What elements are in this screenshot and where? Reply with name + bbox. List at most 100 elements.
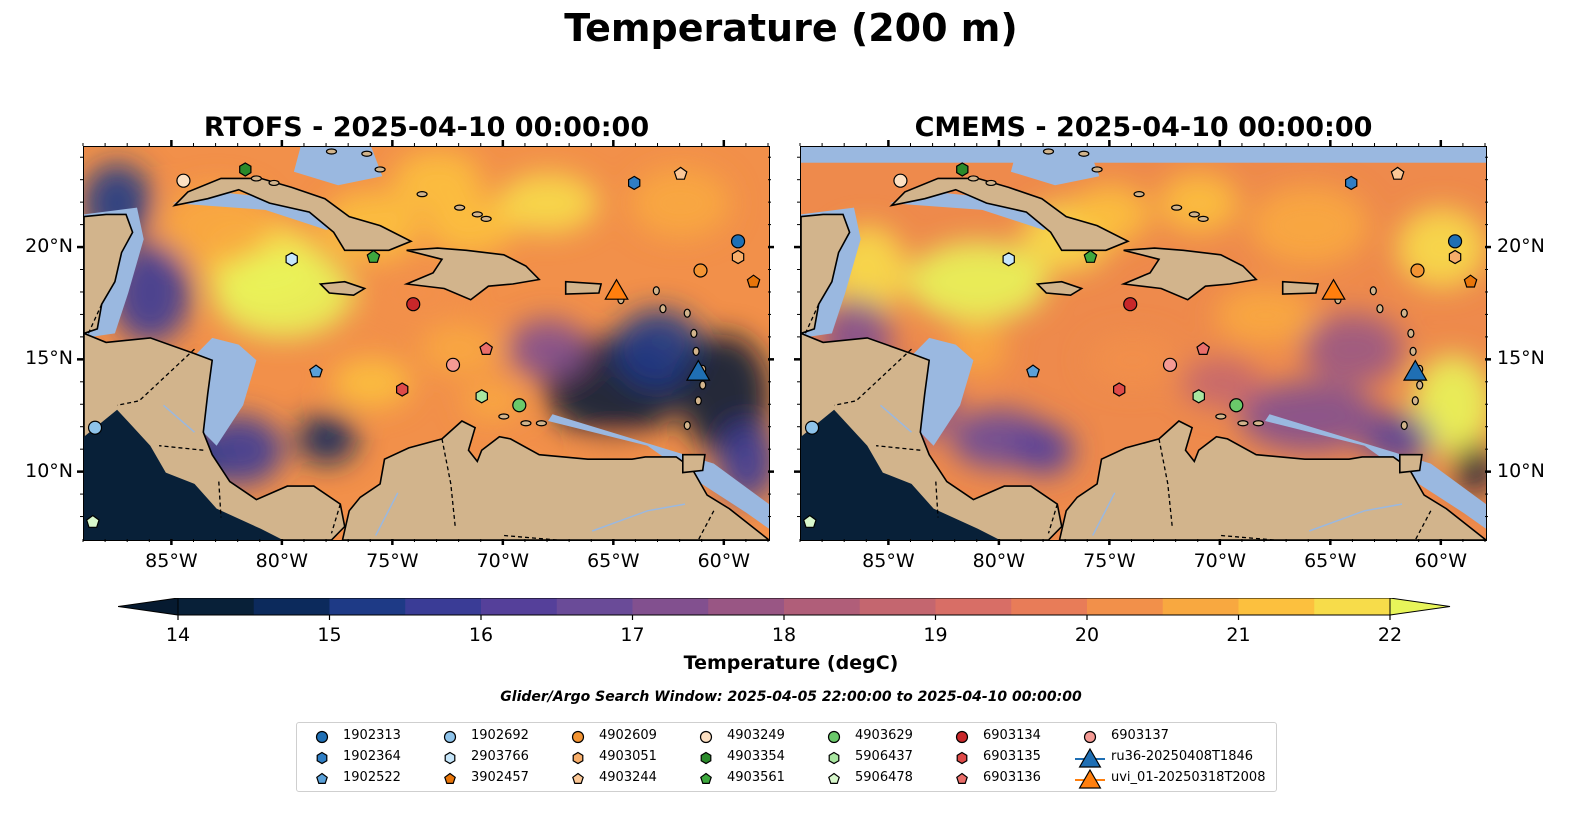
- float-marker-4902609[interactable]: [1410, 263, 1425, 278]
- country-border: [218, 481, 222, 518]
- search-window-text: Glider/Argo Search Window: 2025-04-05 22…: [500, 689, 1082, 705]
- float-marker-4903051[interactable]: [731, 249, 745, 265]
- circle-marker-icon: [315, 730, 329, 744]
- map-cmems[interactable]: [800, 146, 1487, 541]
- lon-label: 65°W: [587, 550, 640, 572]
- lon-label: 65°W: [1304, 550, 1357, 572]
- island: [1400, 420, 1408, 431]
- legend-marker[interactable]: [699, 730, 713, 744]
- legend-marker[interactable]: [316, 772, 328, 784]
- island: [659, 304, 667, 314]
- float-marker-4902609[interactable]: [693, 263, 708, 278]
- island: [498, 413, 510, 420]
- land-yucatan: [801, 213, 851, 335]
- float-marker-6903137[interactable]: [445, 357, 461, 372]
- island: [535, 420, 548, 427]
- glider-marker-ru36-20250408T1846[interactable]: [685, 359, 711, 381]
- shallow-shelf: [889, 191, 1056, 231]
- colorbar-segment: [481, 598, 558, 615]
- float-marker-2903766[interactable]: [1002, 252, 1015, 267]
- island: [683, 308, 691, 318]
- legend-marker[interactable]: [955, 730, 969, 744]
- legend-marker[interactable]: [315, 730, 329, 744]
- country-border: [804, 303, 820, 334]
- legend-marker[interactable]: [956, 772, 968, 784]
- circle-marker-icon: [827, 730, 841, 744]
- legend-marker[interactable]: [444, 772, 456, 784]
- legend-label: 1902313: [343, 728, 401, 743]
- float-marker-5906478[interactable]: [85, 514, 100, 528]
- island: [652, 286, 660, 296]
- float-marker-4903354[interactable]: [239, 162, 252, 177]
- float-marker-3902457[interactable]: [1463, 274, 1478, 288]
- float-marker-1902364[interactable]: [627, 175, 641, 191]
- pacific-ocean: [84, 409, 283, 540]
- float-marker-1902522[interactable]: [1026, 364, 1040, 378]
- float-marker-2903766[interactable]: [285, 252, 298, 267]
- glider-marker-uvi_01-20250318T2008[interactable]: [604, 278, 629, 300]
- legend-marker[interactable]: [444, 751, 456, 765]
- colorbar-extend-low: [117, 597, 179, 616]
- float-marker-3902457[interactable]: [746, 274, 761, 288]
- island: [1078, 150, 1090, 157]
- float-marker-4903354[interactable]: [956, 162, 969, 177]
- float-marker-4903629[interactable]: [512, 398, 527, 413]
- float-marker-4903249[interactable]: [893, 173, 908, 188]
- map-rtofs[interactable]: [83, 146, 770, 541]
- float-marker-4903244[interactable]: [1390, 166, 1405, 180]
- float-marker-1902522[interactable]: [309, 364, 323, 378]
- legend-triangle[interactable]: [1078, 768, 1102, 789]
- legend-marker[interactable]: [700, 772, 712, 784]
- triangle-marker-icon: [1075, 747, 1105, 768]
- float-marker-4903561[interactable]: [1083, 249, 1098, 263]
- float-marker-6903134[interactable]: [406, 297, 421, 312]
- legend-marker[interactable]: [828, 772, 840, 784]
- float-marker-1902692[interactable]: [87, 420, 103, 435]
- island: [692, 346, 700, 356]
- float-marker-4903051[interactable]: [1448, 249, 1462, 265]
- float-marker-4903249[interactable]: [176, 173, 191, 188]
- land-hispaniola: [403, 247, 541, 301]
- island: [1416, 380, 1424, 390]
- legend-marker[interactable]: [828, 751, 840, 765]
- float-marker-4903561[interactable]: [366, 249, 381, 263]
- colorbar-tick-label: 18: [771, 624, 797, 646]
- colorbar-segment: [1087, 598, 1164, 615]
- legend-marker[interactable]: [443, 730, 457, 744]
- float-marker-6903135[interactable]: [396, 382, 409, 397]
- hexagon-marker-icon: [700, 751, 712, 765]
- legend-marker[interactable]: [1083, 730, 1097, 744]
- legend-marker[interactable]: [956, 751, 968, 765]
- float-marker-4903244[interactable]: [673, 166, 688, 180]
- glider-marker-ru36-20250408T1846[interactable]: [1402, 359, 1428, 381]
- float-marker-4903629[interactable]: [1229, 398, 1244, 413]
- float-marker-6903136[interactable]: [1196, 341, 1211, 355]
- float-marker-6903135[interactable]: [1113, 382, 1126, 397]
- country-border: [503, 534, 557, 540]
- float-marker-6903137[interactable]: [1162, 357, 1178, 372]
- float-marker-1902313[interactable]: [1447, 234, 1463, 249]
- legend-marker[interactable]: [571, 730, 585, 744]
- glider-marker-uvi_01-20250318T2008[interactable]: [1321, 278, 1346, 300]
- float-marker-6903134[interactable]: [1123, 297, 1138, 312]
- circle-marker-icon: [571, 730, 585, 744]
- float-marker-1902313[interactable]: [730, 234, 746, 249]
- colorbar-tick-label: 19: [923, 624, 948, 646]
- legend-marker[interactable]: [316, 751, 328, 765]
- legend-triangle[interactable]: [1078, 747, 1102, 768]
- float-marker-5906478[interactable]: [802, 514, 817, 528]
- float-marker-1902364[interactable]: [1344, 175, 1358, 191]
- legend-marker[interactable]: [572, 772, 584, 784]
- float-marker-6903136[interactable]: [479, 341, 494, 355]
- float-marker-5906437[interactable]: [1192, 389, 1205, 404]
- legend-marker[interactable]: [700, 751, 712, 765]
- legend-marker[interactable]: [572, 751, 584, 765]
- land-jamaica: [318, 280, 367, 297]
- legend-label: 4903354: [727, 749, 785, 764]
- island: [374, 166, 386, 173]
- pentagon-marker-icon: [828, 772, 840, 784]
- float-marker-5906437[interactable]: [475, 389, 488, 404]
- legend-marker[interactable]: [827, 730, 841, 744]
- float-marker-1902692[interactable]: [804, 420, 820, 435]
- island: [1042, 148, 1055, 155]
